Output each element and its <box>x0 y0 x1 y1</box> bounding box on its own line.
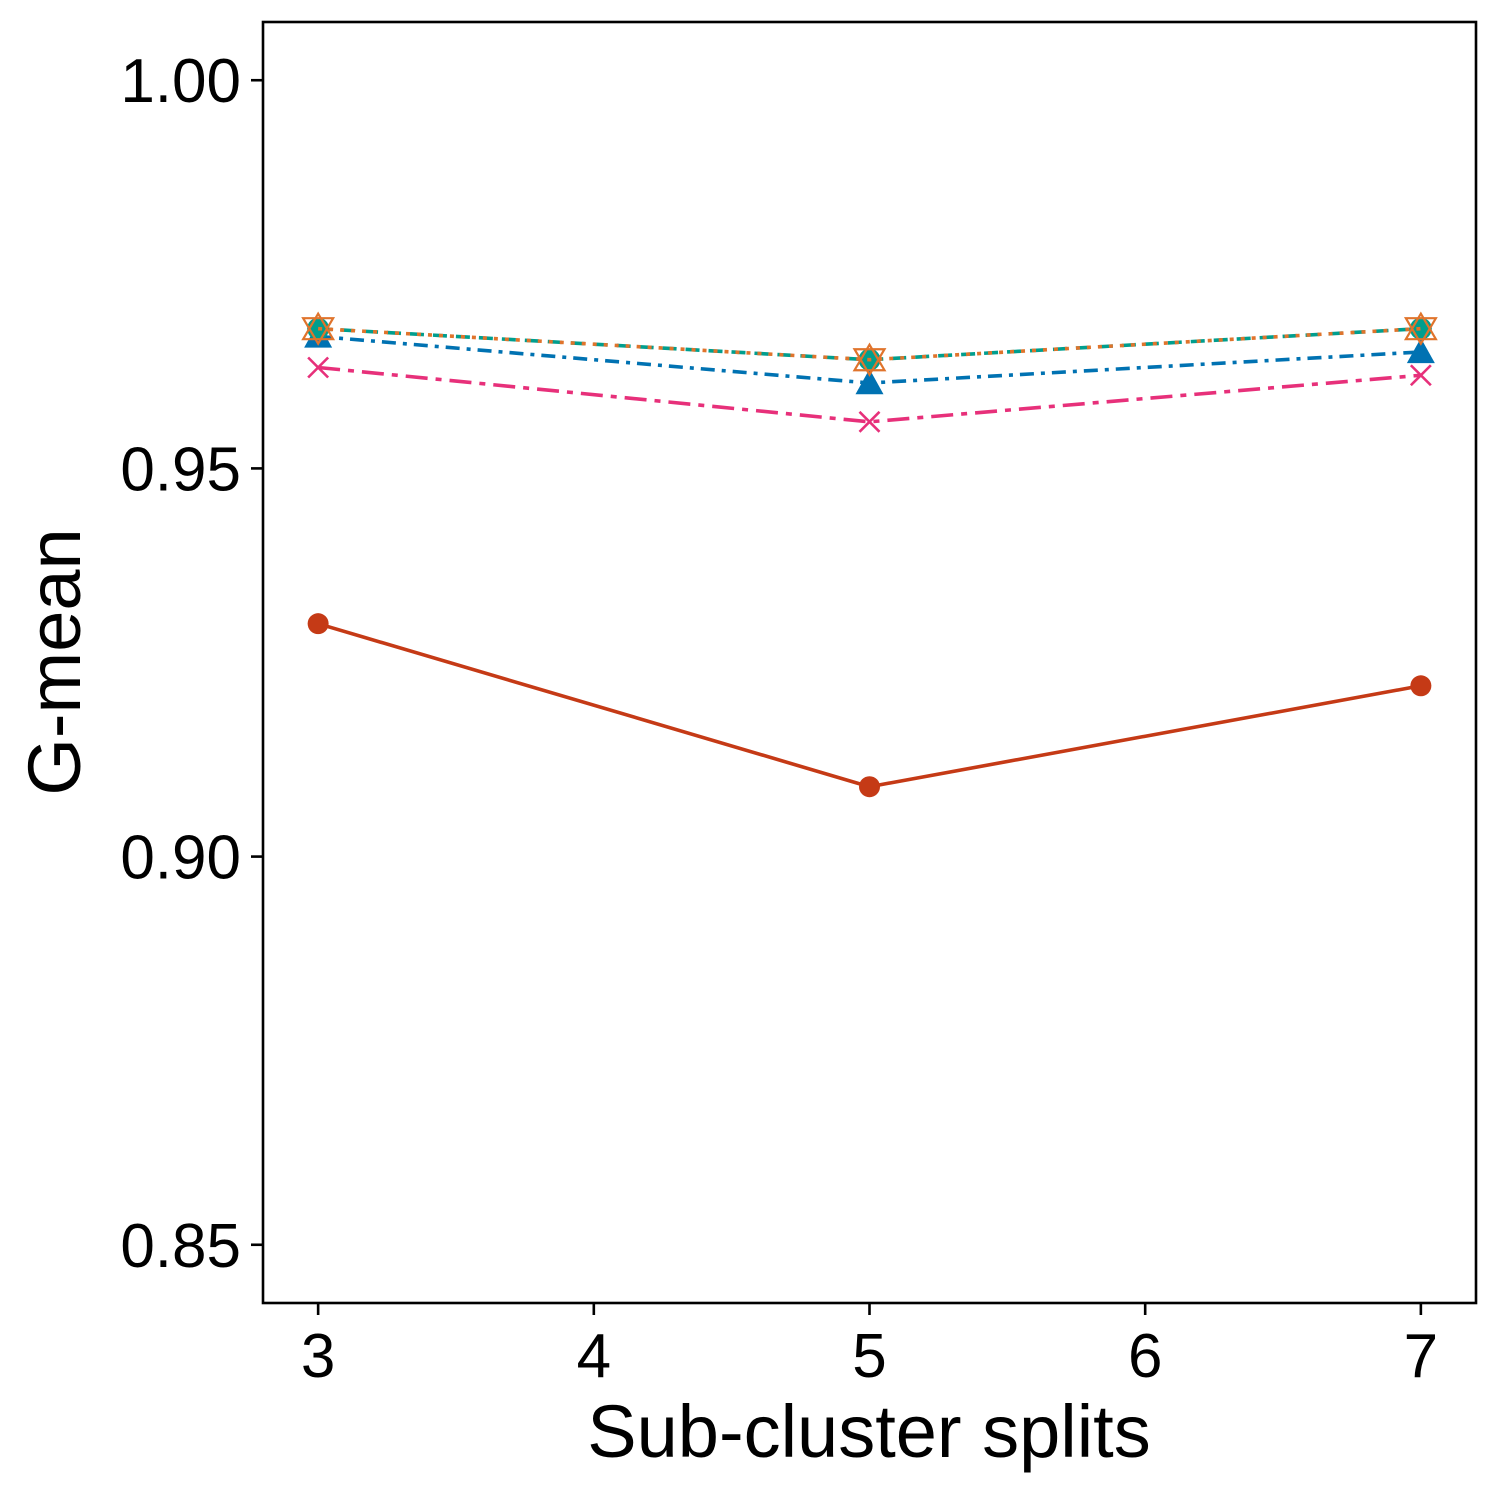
x-axis-title: Sub-cluster splits <box>587 1390 1150 1473</box>
y-tick-label-1: 0.90 <box>120 824 241 893</box>
data-point-1-2 <box>1409 364 1432 387</box>
x-tick-label-2: 5 <box>852 1322 886 1391</box>
y-axis-title: G-mean <box>13 528 96 795</box>
x-axis: 3 4 5 6 7 <box>301 1303 1438 1391</box>
data-point-0-0 <box>307 613 329 635</box>
series-line-4 <box>318 326 1421 362</box>
data-point-4-0 <box>301 311 336 346</box>
series-line-0 <box>317 621 1422 789</box>
series-4 <box>301 311 1438 377</box>
plot-area <box>301 311 1438 798</box>
x-tick-label-0: 3 <box>301 1322 335 1391</box>
x-tick-label-3: 6 <box>1128 1322 1162 1391</box>
data-point-1-1 <box>858 410 881 433</box>
x-tick-label-4: 7 <box>1404 1322 1438 1391</box>
y-tick-label-3: 1.00 <box>120 47 241 116</box>
x-tick-label-1: 4 <box>577 1322 611 1391</box>
series-1 <box>307 356 1432 433</box>
series-2 <box>304 322 1435 395</box>
series-0 <box>307 613 1432 798</box>
series-line-1 <box>317 365 1422 424</box>
data-point-2-1 <box>855 369 884 395</box>
data-point-1-0 <box>307 356 330 379</box>
data-point-0-1 <box>859 776 880 798</box>
data-point-2-2 <box>1406 337 1435 364</box>
y-axis: 0.85 0.90 0.95 1.00 <box>120 47 263 1281</box>
data-point-4-2 <box>1403 311 1438 346</box>
data-point-4-1 <box>852 342 887 377</box>
y-tick-label-0: 0.85 <box>120 1212 241 1281</box>
data-point-0-2 <box>1410 675 1432 697</box>
y-tick-label-2: 0.95 <box>120 435 241 504</box>
